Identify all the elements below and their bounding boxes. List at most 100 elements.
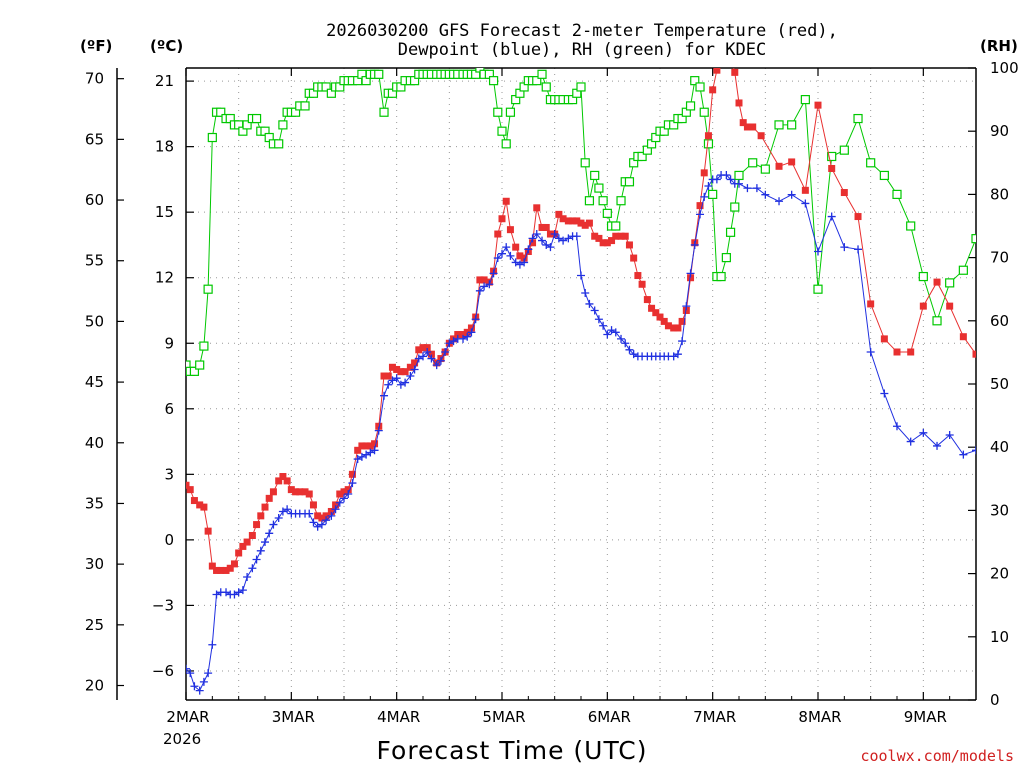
dewpoint-point: [445, 339, 454, 348]
dewpoint-point: [752, 184, 761, 193]
dewpoint-point: [441, 347, 450, 356]
temperature-point: [612, 232, 620, 240]
temperature-point: [336, 490, 344, 498]
temperature-point: [366, 442, 374, 450]
temperature-point: [907, 348, 915, 356]
temperature-point: [275, 477, 283, 485]
dewpoint-point: [256, 546, 265, 555]
rh-point: [958, 265, 968, 275]
temperature-point: [814, 101, 822, 109]
temperature-point: [656, 313, 664, 321]
dewpoint-point: [787, 190, 796, 199]
temperature-point: [265, 494, 273, 502]
rh-point: [932, 316, 942, 326]
dewpoint-point: [419, 352, 427, 361]
fahrenheit-tick-label: 65: [85, 130, 104, 148]
rh-point: [199, 341, 209, 351]
temperature-point: [384, 372, 392, 380]
temperature-point: [933, 278, 941, 286]
dewpoint-point: [515, 260, 524, 269]
dewpoint-point: [590, 306, 599, 315]
rh-point: [576, 82, 586, 92]
celsius-tick-label: 9: [164, 334, 174, 352]
temperature-point: [476, 276, 484, 284]
fahrenheit-tick-label: 60: [85, 191, 104, 209]
temperature-point: [867, 300, 875, 308]
left-axis-unit-celsius: (ºC): [150, 37, 183, 55]
dewpoint-point: [854, 245, 863, 254]
temperature-point: [375, 422, 383, 430]
fahrenheit-tick-label: 25: [85, 616, 104, 634]
temperature-point: [415, 346, 423, 354]
dewpoint-point: [317, 520, 326, 529]
x-tick-label: 6MAR: [588, 708, 631, 726]
rh-point: [685, 101, 696, 111]
temperature-point: [828, 164, 836, 172]
temperature-point: [599, 239, 607, 247]
dewpoint-point: [546, 243, 555, 252]
x-tick-label: 3MAR: [272, 708, 315, 726]
temperature-point: [581, 221, 589, 229]
dewpoint-point: [498, 249, 506, 258]
dewpoint-point: [204, 669, 213, 678]
temperature-point: [608, 237, 616, 245]
temperature-point: [529, 239, 537, 247]
rh-point: [986, 203, 994, 211]
temperature-point: [467, 324, 475, 332]
dewpoint-point: [827, 212, 836, 221]
dewpoint-point: [199, 677, 208, 686]
dewpoint-point: [366, 448, 375, 457]
dewpoint-point: [380, 391, 389, 400]
rh-point: [374, 69, 384, 79]
temperature-point: [380, 372, 388, 380]
rh-point: [827, 151, 837, 162]
temperature-point: [542, 223, 550, 231]
temperature-point: [617, 232, 625, 240]
dewpoint-point: [427, 354, 436, 363]
dewpoint-point: [261, 538, 269, 547]
temperature-point: [344, 486, 352, 494]
dewpoint-point: [493, 254, 502, 263]
temperature-point: [595, 234, 603, 242]
temperature-point: [564, 217, 572, 225]
source-credit: coolwx.com/models: [860, 747, 1014, 765]
temperature-point: [678, 317, 686, 325]
dewpoint-point: [696, 210, 705, 219]
dewpoint-point: [186, 664, 190, 673]
temperature-point: [196, 501, 204, 509]
temperature-point: [634, 272, 642, 280]
dewpoint-point: [959, 450, 968, 459]
dewpoint-point: [331, 505, 340, 514]
temperature-point: [354, 446, 362, 454]
dewpoint-point: [735, 179, 743, 188]
dewpoint-point: [726, 175, 735, 184]
dewpoint-point: [577, 271, 585, 280]
dewpoint-point: [669, 352, 678, 361]
temperature-point: [880, 335, 888, 343]
celsius-tick-label: 18: [155, 138, 174, 156]
dewpoint-point: [467, 328, 476, 337]
temperature-point: [362, 442, 370, 450]
fahrenheit-tick-label: 50: [85, 312, 104, 330]
temperature-point: [775, 162, 783, 170]
rh-point: [760, 164, 770, 174]
dewpoint-point: [607, 326, 616, 335]
dewpoint-point: [353, 455, 362, 464]
rh-line: [186, 68, 976, 372]
rh-point: [321, 82, 331, 92]
dewpoint-point: [265, 529, 274, 538]
dewpoint-point: [585, 299, 594, 308]
rh-point: [918, 271, 928, 282]
temperature-point: [332, 501, 340, 509]
temperature-point: [591, 232, 599, 240]
dewpoint-point: [392, 374, 401, 383]
temperature-point: [660, 317, 668, 325]
rh-point: [251, 113, 262, 124]
dewpoint-point: [690, 240, 699, 249]
dewpoint-point: [463, 332, 472, 341]
temperature-point: [427, 350, 435, 358]
temperature-point: [788, 158, 796, 166]
rh-point: [866, 158, 876, 168]
temperature-point: [411, 359, 419, 367]
temperature-point: [186, 486, 194, 494]
